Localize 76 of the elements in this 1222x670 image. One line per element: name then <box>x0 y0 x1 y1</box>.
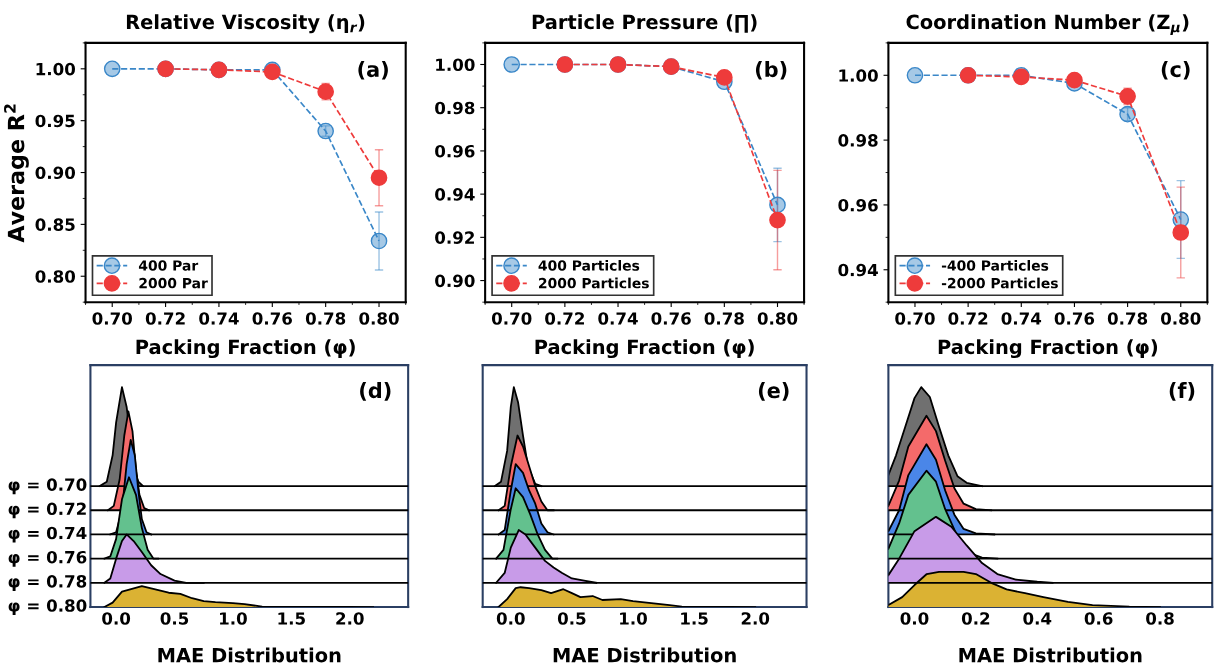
y-tick-label: 0.90 <box>435 274 475 288</box>
x-tick-label: 0.80 <box>757 312 798 325</box>
x-tick-label: 1.0 <box>620 612 647 625</box>
chart-title: Particle Pressure (∏) <box>532 14 757 33</box>
x-tick-label: 0.4 <box>1023 612 1052 625</box>
y-tick-label: 0.98 <box>435 101 475 115</box>
series-label: φ = 0.72 <box>8 502 86 519</box>
x-tick-label: 1.5 <box>681 612 708 625</box>
x-tick-label: 0.2 <box>961 612 990 625</box>
annotation: (b) <box>755 61 787 80</box>
x-tick-label: 0.70 <box>92 312 132 325</box>
y-tick-label: 0.85 <box>35 218 75 231</box>
x-tick-label: 0.8 <box>1146 612 1174 625</box>
x-tick-label: 0.72 <box>545 312 584 325</box>
y-tick-label: 0.80 <box>35 270 76 283</box>
x-tick-label: 0.5 <box>557 612 586 625</box>
y-tick-label: 0.94 <box>435 188 475 201</box>
x-tick-label: 0.76 <box>1054 312 1095 325</box>
y-tick-label: 0.96 <box>435 144 475 158</box>
y-tick-label: 0.94 <box>838 263 878 277</box>
x-tick-label: 0.72 <box>145 312 185 325</box>
y-tick-label: 1.00 <box>839 69 878 82</box>
x-tick-label: 1.5 <box>278 612 305 625</box>
x-tick-label: 0.74 <box>598 312 638 325</box>
y-tick-label: 0.90 <box>35 166 76 180</box>
y-tick-label: 0.95 <box>35 114 75 128</box>
x-tick-label: 0.72 <box>948 312 988 325</box>
annotation: (e) <box>758 382 789 401</box>
x-tick-label: 0.6 <box>1084 612 1113 625</box>
chart-title: Relative Viscosity (η$_{r}$) <box>126 14 365 34</box>
y-tick-label: 0.92 <box>435 231 474 244</box>
chart-title: Coordination Number (Z$_{μ}$) <box>906 14 1189 36</box>
legend-label: -400 Particles <box>941 260 1049 271</box>
legend-label: 2000 Particles <box>539 277 649 289</box>
x-tick-label: 0.78 <box>704 312 744 325</box>
x-tick-label: 0.74 <box>1001 312 1042 325</box>
x-axis-title: MAE Distribution <box>959 647 1142 663</box>
legend-label: 2000 Par <box>139 277 208 289</box>
annotation: (a) <box>358 61 388 80</box>
x-tick-label: 0.74 <box>199 312 239 325</box>
annotation: (c) <box>1161 61 1190 80</box>
x-tick-label: 2.0 <box>741 612 770 625</box>
legend-label: 400 Par <box>138 260 199 271</box>
x-tick-label: 0.76 <box>252 312 292 325</box>
series-label: φ = 0.74 <box>8 526 87 543</box>
x-axis-title: MAE Distribution <box>158 647 341 663</box>
y-tick-label: 1.00 <box>436 58 475 72</box>
x-axis-title: Packing Fraction (φ) <box>938 339 1158 359</box>
x-tick-label: 0.76 <box>651 312 691 325</box>
x-tick-label: 1.0 <box>220 612 247 625</box>
x-tick-label: 0.80 <box>359 312 399 325</box>
x-tick-label: 0.0 <box>102 612 131 625</box>
series-label: φ = 0.80 <box>8 599 87 616</box>
y-tick-label: 1.00 <box>36 62 76 76</box>
x-tick-label: 0.0 <box>496 612 525 625</box>
x-tick-label: 0.5 <box>160 612 189 625</box>
series-label: φ = 0.78 <box>8 575 87 591</box>
x-tick-label: 0.80 <box>1160 312 1201 325</box>
x-axis-title: Packing Fraction (φ) <box>136 339 355 359</box>
x-axis-title: Packing Fraction (φ) <box>535 339 754 359</box>
y-tick-label: 0.96 <box>838 198 878 212</box>
x-tick-label: 0.78 <box>1107 312 1148 325</box>
x-tick-label: 0.70 <box>895 312 935 325</box>
y-axis-title: Average R$^{2}$ <box>4 104 29 243</box>
annotation: (d) <box>360 382 391 401</box>
series-label: φ = 0.76 <box>8 550 87 567</box>
x-tick-label: 0.70 <box>491 312 532 325</box>
legend-label: -2000 Particles <box>941 277 1058 289</box>
y-tick-label: 0.98 <box>838 134 878 147</box>
annotation: (f) <box>1169 382 1195 401</box>
x-tick-label: 0.0 <box>900 612 929 625</box>
legend-label: 400 Particles <box>538 260 640 271</box>
x-tick-label: 2.0 <box>336 612 364 625</box>
x-tick-label: 0.78 <box>305 312 346 325</box>
series-label: φ = 0.70 <box>8 478 87 495</box>
x-axis-title: MAE Distribution <box>553 647 736 663</box>
